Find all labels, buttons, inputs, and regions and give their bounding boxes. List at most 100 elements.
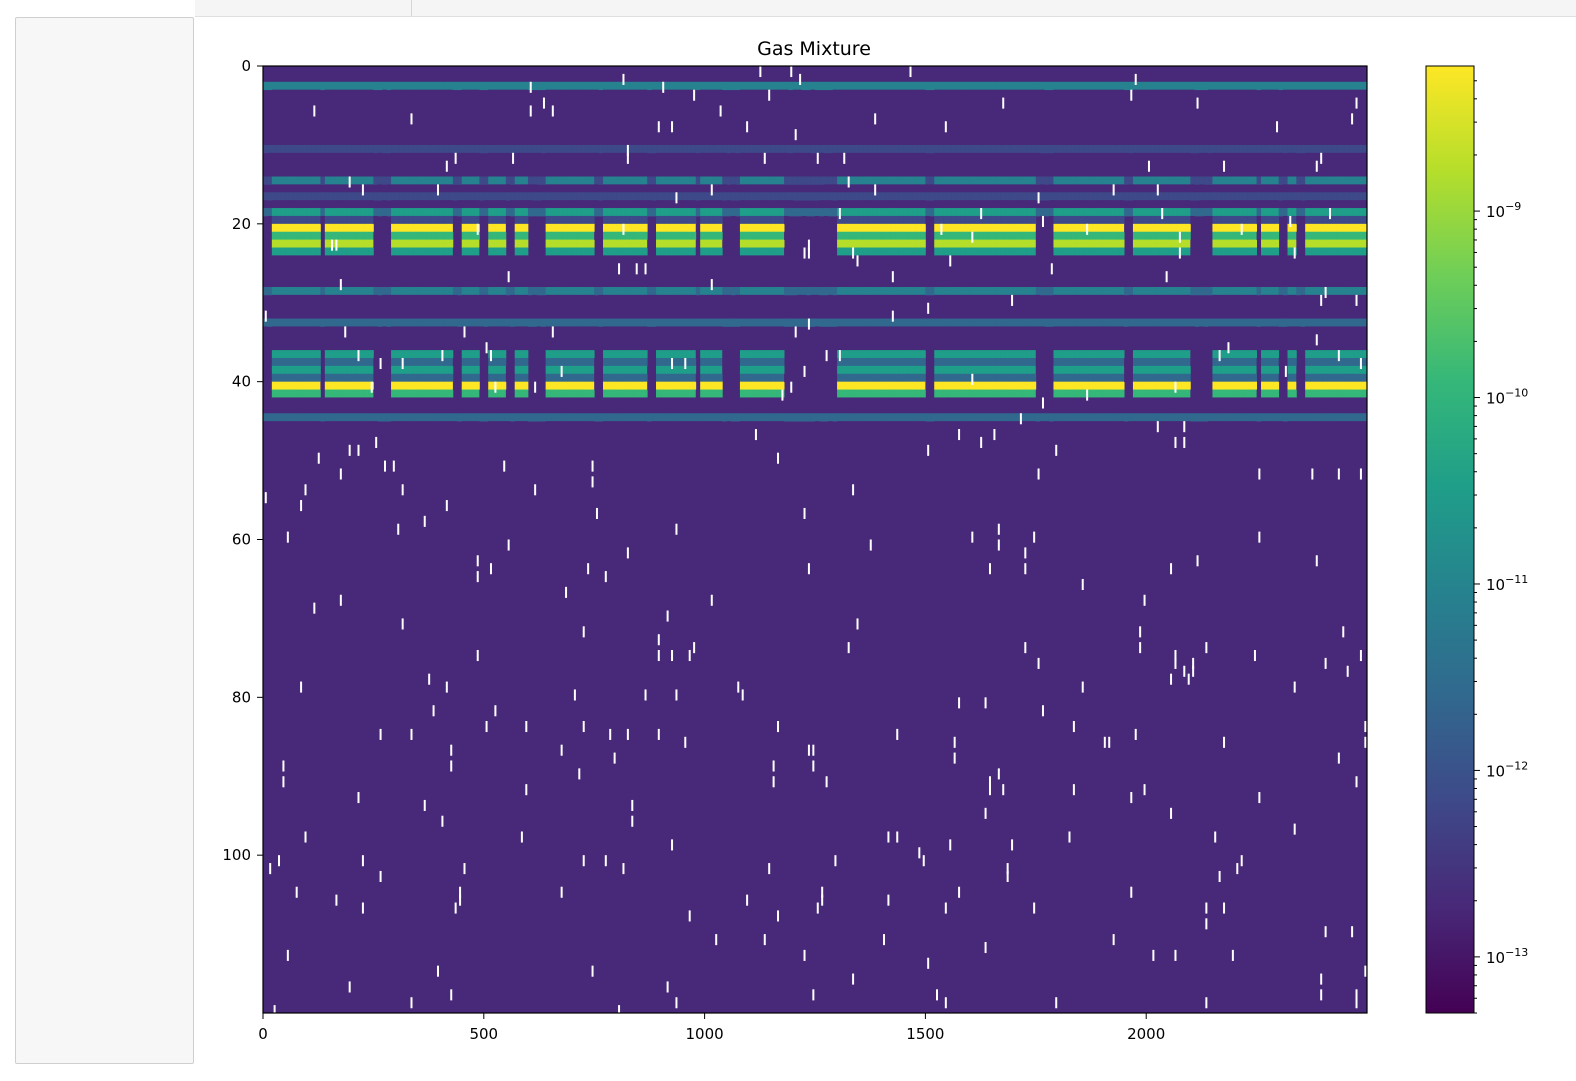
heatmap-cell — [448, 121, 454, 130]
heatmap-cell — [263, 176, 268, 185]
heatmap-cell — [311, 129, 317, 138]
heatmap-cell — [497, 302, 502, 312]
heatmap-cell — [351, 152, 357, 162]
heatmap-cell — [311, 365, 317, 375]
heatmap-cell — [271, 192, 277, 201]
heatmap-cell — [333, 184, 339, 193]
heatmap-cell — [368, 547, 374, 556]
heatmap-cell — [315, 373, 321, 383]
heatmap-cell — [413, 239, 418, 248]
heatmap-cell — [470, 886, 476, 896]
heatmap-cell — [580, 823, 586, 832]
heatmap-cell — [457, 618, 463, 627]
heatmap-cell — [501, 878, 507, 888]
heatmap-cell — [567, 200, 573, 209]
heatmap-cell — [501, 192, 507, 201]
heatmap-cell — [298, 389, 304, 398]
heatmap-cell — [386, 886, 392, 896]
heatmap-cell — [267, 231, 273, 241]
heatmap-cell — [395, 81, 401, 91]
heatmap-cell — [527, 318, 533, 327]
heatmap-cell — [580, 602, 586, 611]
heatmap-cell — [501, 144, 507, 154]
heatmap-cell — [315, 318, 321, 327]
heatmap-cell — [408, 168, 414, 177]
heatmap-cell — [430, 397, 436, 406]
heatmap-cell — [523, 476, 529, 485]
heatmap-cell — [368, 807, 374, 817]
heatmap-cell — [572, 736, 577, 746]
heatmap-cell — [470, 452, 476, 461]
heatmap-cell — [541, 357, 547, 367]
heatmap-cell — [324, 863, 330, 872]
heatmap-cell — [523, 571, 529, 580]
heatmap-cell — [351, 208, 357, 217]
heatmap-cell — [333, 137, 339, 146]
heatmap-cell — [514, 626, 520, 635]
heatmap-cell — [585, 176, 591, 185]
heatmap-cell — [426, 373, 432, 383]
heatmap-cell — [435, 129, 441, 138]
heatmap-cell — [413, 373, 418, 383]
heatmap-cell — [483, 926, 489, 935]
heatmap-cell — [293, 144, 299, 154]
heatmap-cell — [554, 610, 560, 619]
heatmap-cell — [346, 807, 352, 817]
heatmap-cell — [263, 523, 268, 533]
heatmap-cell — [355, 192, 361, 201]
heatmap-cell — [435, 689, 441, 698]
heatmap-cell — [492, 657, 498, 667]
heatmap-cell — [329, 539, 335, 548]
heatmap-cell — [523, 294, 529, 304]
heatmap-cell — [580, 555, 586, 564]
heatmap-cell — [338, 318, 343, 327]
heatmap-cell — [351, 736, 357, 746]
heatmap-cell — [293, 129, 299, 138]
heatmap-cell — [271, 886, 277, 896]
heatmap-cell — [545, 460, 551, 469]
heatmap-cell — [355, 515, 361, 525]
heatmap-cell — [466, 342, 471, 351]
heatmap-cell — [545, 870, 551, 880]
heatmap-cell — [532, 665, 538, 675]
heatmap-cell — [307, 231, 312, 241]
heatmap-cell — [417, 389, 423, 398]
heatmap-cell — [470, 271, 476, 280]
heatmap-cell — [474, 176, 480, 185]
heatmap-cell — [474, 886, 480, 896]
heatmap-cell — [351, 200, 357, 209]
heatmap-cell — [342, 239, 348, 248]
heatmap-cell — [510, 263, 516, 272]
heatmap-cell — [364, 357, 370, 367]
heatmap-cell — [413, 594, 418, 604]
heatmap-cell — [426, 129, 432, 138]
heatmap-cell — [382, 507, 388, 517]
heatmap-cell — [338, 436, 343, 446]
heatmap-cell — [466, 89, 471, 98]
heatmap-cell — [382, 586, 388, 596]
heatmap-cell — [505, 610, 511, 619]
heatmap-cell — [373, 957, 379, 967]
heatmap-cell — [377, 231, 383, 241]
heatmap-cell — [426, 302, 432, 312]
heatmap-cell — [276, 294, 282, 304]
heatmap-cell — [302, 81, 308, 91]
heatmap-cell — [417, 807, 423, 817]
heatmap-cell — [351, 397, 357, 406]
heatmap-cell — [461, 523, 467, 533]
heatmap-cell — [421, 373, 427, 383]
heatmap-cell — [324, 444, 330, 454]
heatmap-cell — [368, 373, 374, 383]
heatmap-cell — [527, 949, 533, 959]
heatmap-cell — [527, 413, 533, 422]
heatmap-cell — [479, 602, 485, 611]
heatmap-cell — [338, 997, 343, 1006]
heatmap-cell — [479, 239, 485, 248]
heatmap-cell — [550, 263, 555, 272]
heatmap-cell — [519, 310, 524, 319]
heatmap-cell — [293, 673, 299, 682]
heatmap-cell — [567, 697, 573, 706]
heatmap-cell — [448, 768, 454, 777]
heatmap-cell — [501, 642, 507, 651]
heatmap-cell — [399, 255, 405, 264]
